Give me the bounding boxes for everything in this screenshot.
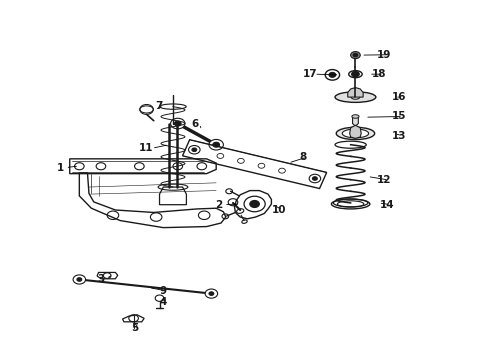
Circle shape (244, 196, 265, 212)
Text: 4: 4 (160, 297, 167, 307)
Text: 16: 16 (392, 92, 406, 102)
Text: 11: 11 (139, 143, 154, 153)
Circle shape (209, 139, 223, 150)
Circle shape (250, 201, 259, 207)
Ellipse shape (342, 129, 368, 138)
Text: 12: 12 (377, 175, 392, 185)
Circle shape (213, 142, 220, 147)
Circle shape (352, 71, 359, 77)
Circle shape (189, 145, 200, 154)
Text: 5: 5 (131, 323, 138, 333)
Circle shape (73, 275, 86, 284)
Text: 3: 3 (98, 274, 104, 284)
Circle shape (353, 53, 358, 57)
Circle shape (192, 148, 196, 152)
Text: 15: 15 (392, 112, 406, 121)
Text: 2: 2 (215, 200, 222, 210)
Circle shape (351, 51, 360, 59)
Text: 17: 17 (302, 69, 317, 79)
Circle shape (77, 278, 82, 281)
Text: 18: 18 (372, 69, 387, 79)
Ellipse shape (335, 92, 376, 102)
Text: 10: 10 (271, 205, 286, 215)
Circle shape (209, 292, 214, 295)
Ellipse shape (352, 115, 359, 118)
Text: 19: 19 (377, 50, 392, 60)
Polygon shape (350, 125, 361, 138)
Circle shape (329, 72, 336, 77)
Circle shape (174, 121, 181, 126)
Circle shape (205, 289, 218, 298)
Text: 9: 9 (160, 286, 167, 296)
Text: 6: 6 (191, 118, 198, 129)
Ellipse shape (336, 127, 375, 140)
Text: 13: 13 (392, 131, 406, 141)
Text: 14: 14 (379, 200, 394, 210)
Text: 7: 7 (155, 101, 162, 111)
Text: 1: 1 (56, 163, 64, 173)
Circle shape (313, 177, 318, 180)
Circle shape (171, 118, 185, 129)
Text: 8: 8 (299, 152, 306, 162)
Ellipse shape (351, 95, 360, 99)
Polygon shape (348, 87, 363, 97)
Polygon shape (353, 117, 358, 125)
Circle shape (309, 174, 320, 183)
